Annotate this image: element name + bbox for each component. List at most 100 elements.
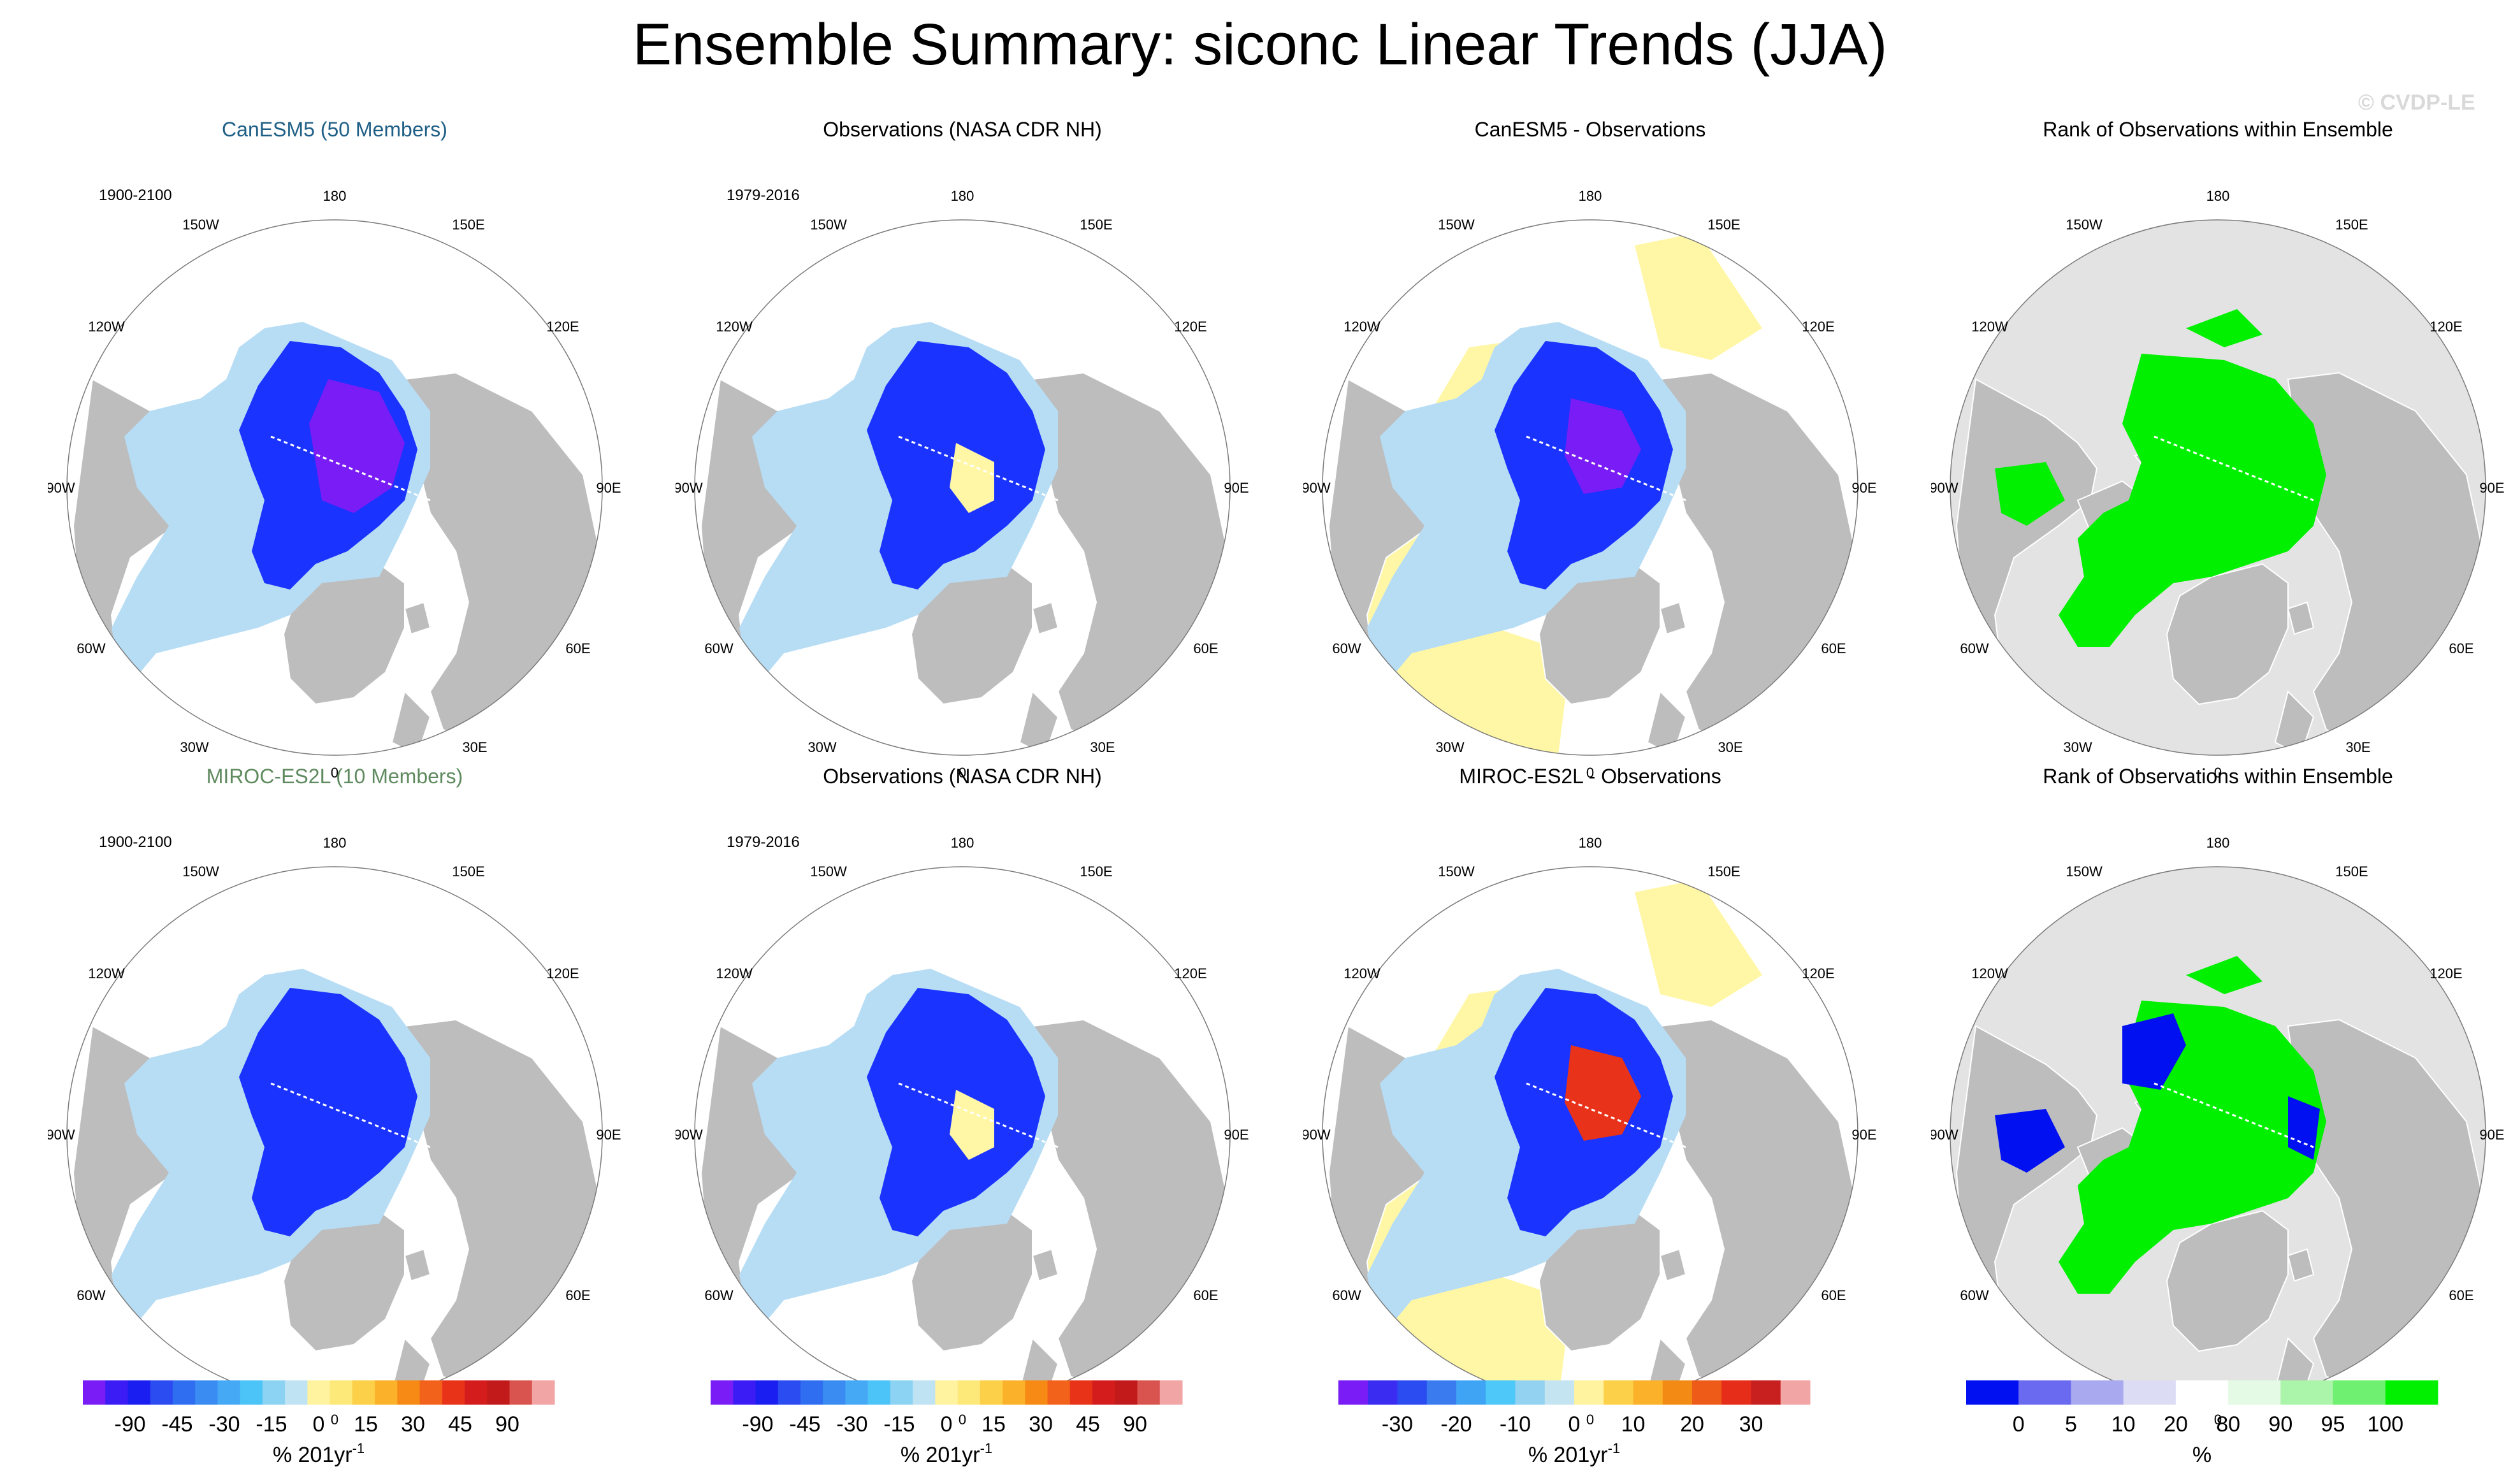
colorbar-swatch [778,1380,801,1405]
lon-label-l150: 150W [1438,864,1475,879]
colorbar-swatch [329,1380,353,1405]
lon-label-l90: 90W [676,1127,703,1143]
colorbar-tick-label: 100 [2367,1412,2403,1436]
lon-label-l60: 60W [704,640,733,656]
lon-label-bottom: 0 [1586,765,1594,781]
lon-label-l120: 120W [1971,319,2008,335]
lon-label-l120: 120W [1343,966,1380,981]
colorbar-tick-label: -45 [161,1412,192,1436]
lon-label-r150: 150E [1707,864,1740,879]
lon-label-l150: 150W [182,864,219,879]
land-mass [2166,563,2289,705]
lon-label-l60: 60W [704,1287,733,1303]
lon-label-r60: 60E [565,1287,590,1303]
seam-line [1526,1082,1686,1148]
colorbar-swatch [532,1380,555,1405]
colorbar-swatch [442,1380,465,1405]
seam-line [898,1082,1059,1148]
lon-label-bottom: 0 [2214,1412,2222,1428]
colorbar-swatch [800,1380,823,1405]
sea-ice-trend-strong [1565,1045,1641,1141]
lon-label-l120: 120W [716,319,753,335]
panel-title: CanESM5 (50 Members) [222,118,447,141]
map-panel: Observations (NASA CDR NH) 1979-2016 180 0 1… [676,765,1249,1453]
seam-line [270,435,431,502]
lon-label-l90: 90W [1303,480,1331,496]
lon-label-r60: 60E [1193,1287,1218,1303]
land-mass [2166,1210,2289,1352]
colorbar-swatch [755,1380,779,1405]
colorbar-tick-label: 10 [2111,1412,2136,1436]
colorbar-tick-label: 0 [2013,1412,2025,1436]
colorbar-swatch [957,1380,981,1405]
lon-label-r120: 120E [546,966,579,981]
lon-label-bottom: 0 [959,765,966,781]
colorbar-tick-label: -30 [1382,1412,1413,1436]
lon-label-l60: 60W [1332,640,1361,656]
lon-label-bottom: 0 [331,765,338,781]
map-panel: MIROC-ES2L - Observations 180 0 150W 150E 120… [1303,765,1877,1453]
land-mass [403,1248,431,1282]
colorbar-swatch [150,1380,173,1405]
colorbar-tick-label: 95 [2321,1412,2345,1436]
lon-label-r120: 120E [2429,319,2462,335]
lon-label-r90: 90E [1224,1127,1249,1143]
lon-label-l120: 120W [1971,966,2008,981]
lon-label-r150: 150E [1080,864,1112,879]
colorbar-swatch [397,1380,421,1405]
lon-label-r150: 150E [452,864,484,879]
lon-label-r30: 30E [2345,739,2370,755]
period-label: 1979-2016 [727,187,800,204]
colorbar-swatch [1069,1380,1093,1405]
colorbar-swatch [172,1380,196,1405]
colorbar-swatch [1486,1380,1516,1405]
seam-line [270,1082,431,1148]
colorbar-swatch [2071,1380,2124,1405]
colorbar-swatch [1966,1380,2019,1405]
lon-label-l120: 120W [88,966,125,981]
colorbar-swatch [1456,1380,1486,1405]
land-mass [1031,1248,1059,1282]
colorbar-unit: % 201yr-1 [273,1440,365,1467]
colorbar-swatch [2280,1380,2334,1405]
lon-label-top: 180 [2206,188,2230,204]
lon-label-r60: 60E [2449,640,2473,656]
colorbar-swatch [2228,1380,2281,1405]
colorbar-tick-label: 15 [354,1412,378,1436]
colorbar-tick-label: 30 [1739,1412,1763,1436]
lon-label-r90: 90E [1851,480,1876,496]
map-boundary [66,219,603,756]
seam-line [2154,1082,2314,1148]
colorbar-swatch [823,1380,846,1405]
sea-ice-trend-strong [309,379,405,513]
colorbar-tick-label: 0 [941,1412,953,1436]
colorbar-tick-label: 45 [1076,1412,1100,1436]
period-label: 1979-2016 [727,834,800,851]
lon-label-l120: 120W [1343,319,1380,335]
lon-label-r90: 90E [1224,480,1249,496]
map-panel: Rank of Observations within Ensemble 180 0… [1931,118,2505,806]
colorbar-swatch [465,1380,488,1405]
colorbar-swatch [867,1380,891,1405]
lon-label-r60: 60E [1193,640,1218,656]
colorbar-tick-label: -30 [836,1412,867,1436]
colorbar-tick-label: -45 [789,1412,820,1436]
colorbar-swatch [285,1380,308,1405]
lon-label-r150: 150E [2335,864,2368,879]
colorbar-swatch [105,1380,128,1405]
colorbar-swatch [1662,1380,1693,1405]
lon-label-l60: 60W [76,640,105,656]
lon-label-top: 180 [323,835,347,851]
seam-line [898,435,1059,502]
lon-label-r30: 30E [1718,739,1742,755]
lon-label-r120: 120E [1174,966,1206,981]
colorbar-tick-label: -15 [883,1412,915,1436]
lon-label-r90: 90E [596,1127,621,1143]
colorbar-tick-label: -90 [742,1412,773,1436]
lon-label-r60: 60E [1821,640,1846,656]
colorbar-swatch [1780,1380,1811,1405]
lon-label-bottom: 0 [331,1412,338,1428]
